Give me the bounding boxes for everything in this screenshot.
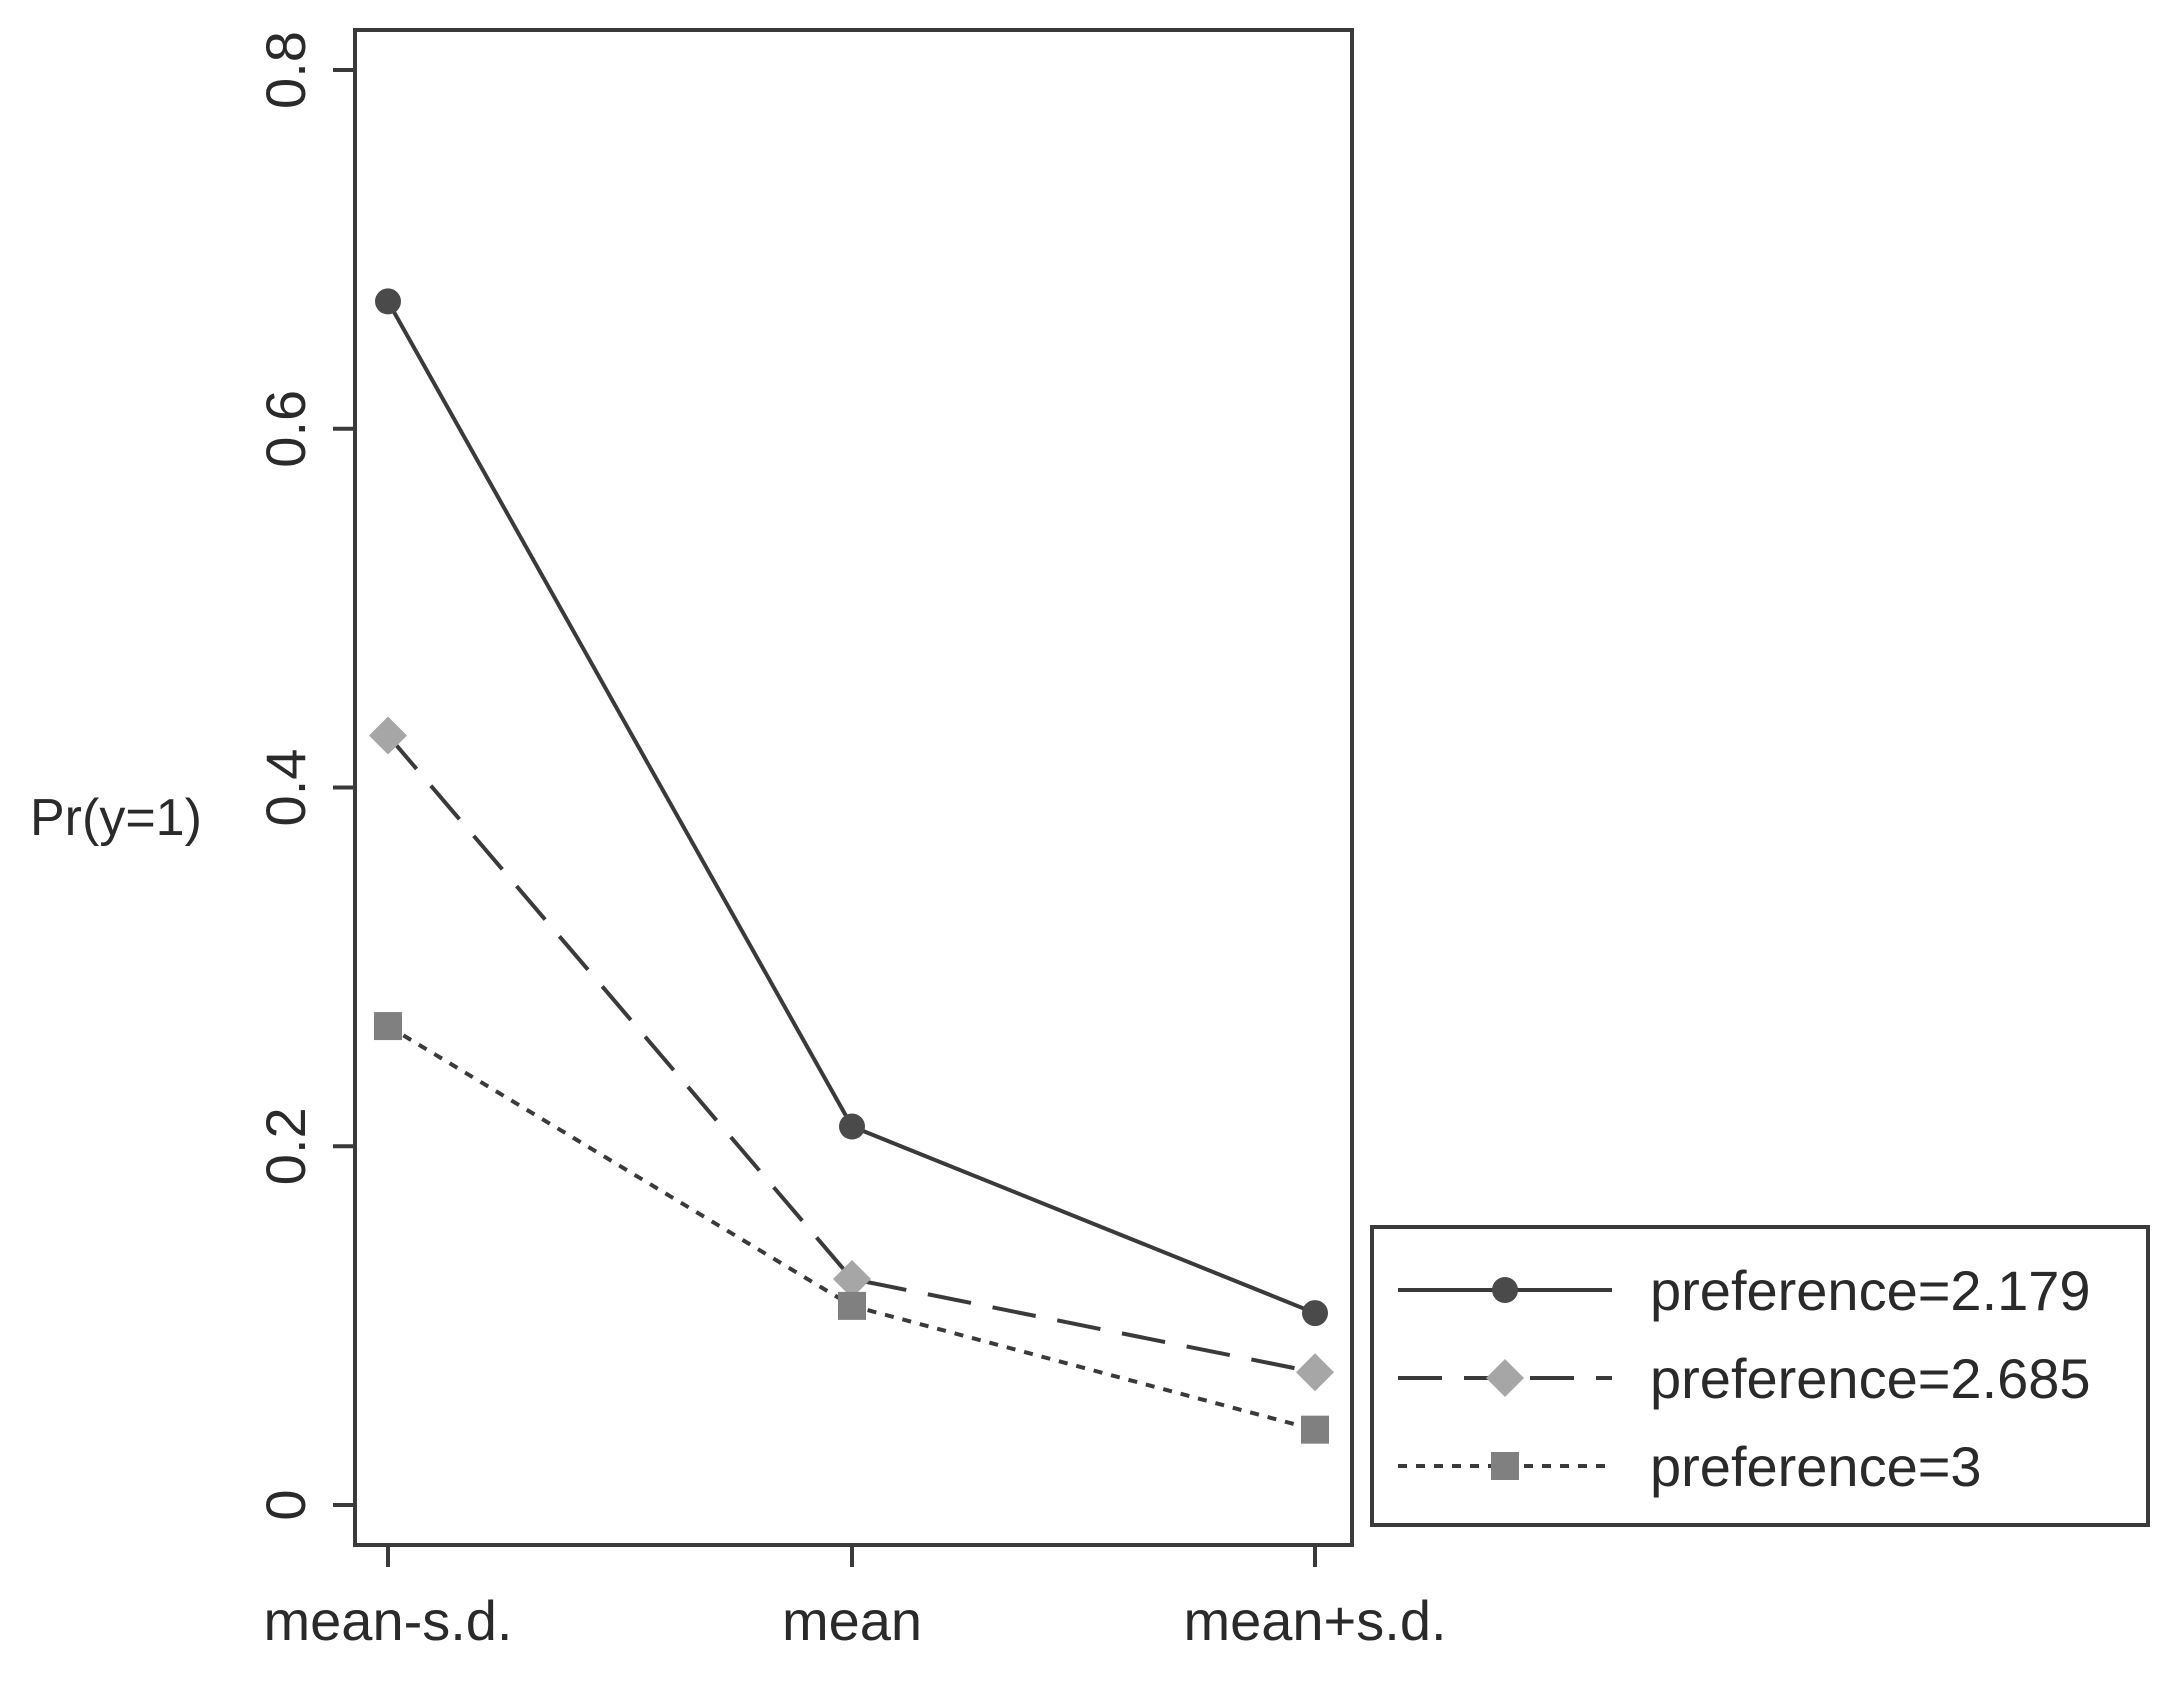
series-line <box>386 734 1316 1375</box>
legend-marker-circle <box>1492 1277 1518 1303</box>
data-point-circle <box>375 288 401 315</box>
data-point-circle <box>839 1113 865 1140</box>
y-axis-label: Pr(y=1) <box>30 789 202 847</box>
x-tick-label: mean-s.d. <box>264 1589 513 1652</box>
data-point-circle <box>1302 1300 1328 1327</box>
x-tick-label: mean+s.d. <box>1183 1589 1446 1652</box>
y-tick-label: 0.4 <box>254 749 317 827</box>
x-axis: mean-s.d. mean mean+s.d. <box>264 1545 1447 1652</box>
y-tick-label: 0.8 <box>254 31 317 109</box>
y-tick-label: 0.6 <box>254 390 317 468</box>
legend-marker-square <box>1491 1452 1519 1480</box>
legend-item: preference=2.179 <box>1398 1259 2091 1322</box>
x-tick-label: mean <box>782 1589 922 1652</box>
data-point-square <box>1301 1415 1329 1444</box>
legend-label: preference=2.179 <box>1650 1259 2091 1322</box>
data-point-square <box>838 1291 866 1320</box>
y-tick-label: 0.2 <box>254 1107 317 1185</box>
legend-label: preference=3 <box>1650 1435 1982 1498</box>
legend-label: preference=2.685 <box>1650 1347 2091 1410</box>
data-point-diamond <box>1296 1353 1334 1392</box>
series-layer <box>369 288 1334 1444</box>
legend-item: preference=3 <box>1398 1435 1982 1498</box>
data-point-diamond <box>833 1259 871 1298</box>
y-axis: 0 0.2 0.4 0.6 0.8 <box>254 31 355 1521</box>
legend-item: preference=2.685 <box>1398 1347 2091 1410</box>
series-3 <box>374 1012 1329 1444</box>
y-tick-label: 0 <box>254 1489 317 1520</box>
legend-marker-diamond <box>1486 1359 1524 1397</box>
series-1 <box>375 288 1328 1327</box>
data-point-square <box>374 1012 402 1041</box>
data-point-diamond <box>369 716 407 755</box>
legend: preference=2.179 preference=2.685 preferen… <box>1370 1225 2150 1527</box>
series-2 <box>369 716 1334 1392</box>
